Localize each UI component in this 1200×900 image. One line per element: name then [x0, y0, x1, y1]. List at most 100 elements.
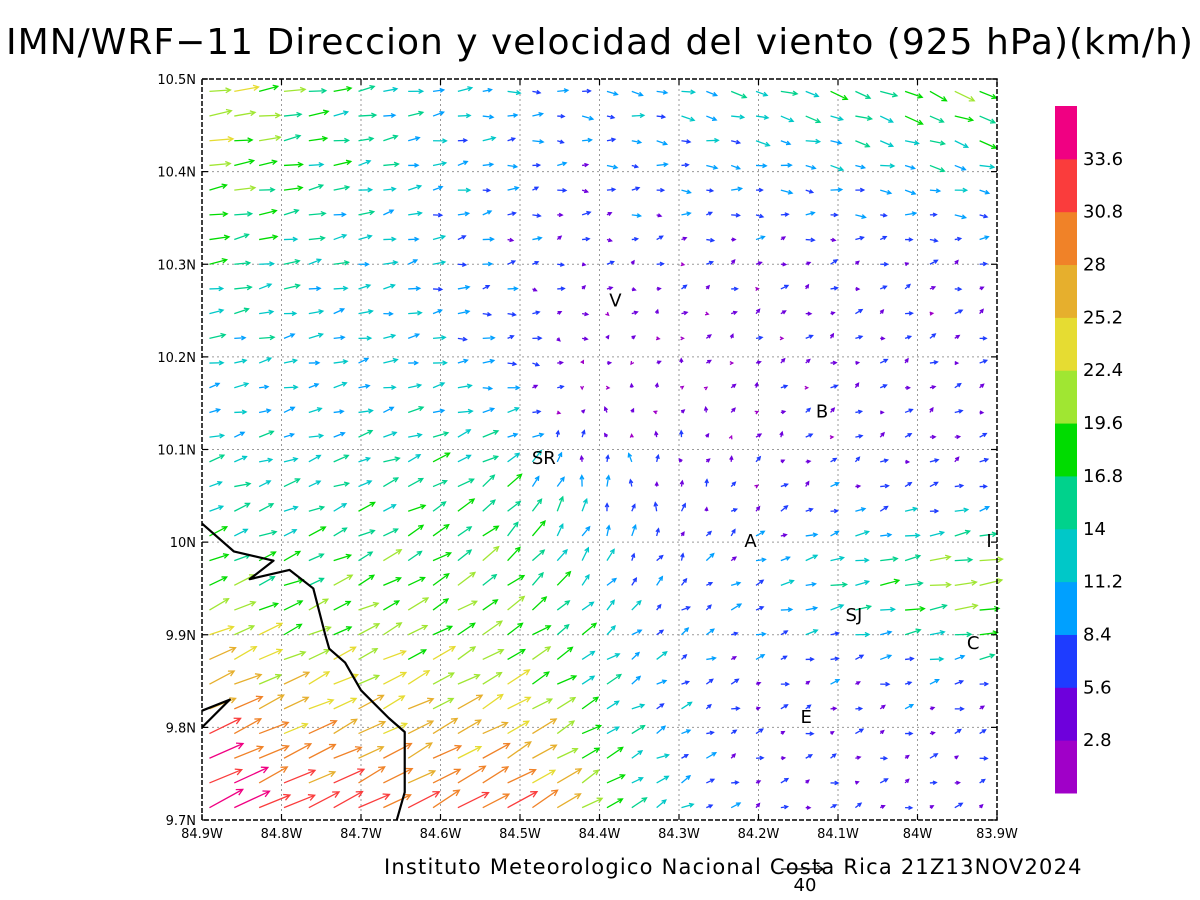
wind-arrow — [556, 768, 583, 784]
wind-arrow — [308, 698, 335, 710]
wind-arrow — [358, 529, 376, 537]
wind-arrow — [556, 410, 562, 415]
wind-arrow — [929, 259, 939, 265]
wind-arrow — [358, 309, 374, 315]
wind-arrow — [805, 581, 817, 587]
wind-arrow — [209, 308, 225, 315]
wind-arrow — [880, 90, 899, 98]
wind-arrow — [755, 681, 762, 686]
wind-arrow — [408, 383, 423, 389]
wind-arrow — [606, 700, 620, 710]
map-title: IMN/WRF−11 Direccion y velocidad del vie… — [6, 22, 1194, 63]
wind-arrow — [830, 457, 838, 463]
city-label: C — [967, 633, 980, 654]
wind-arrow — [679, 429, 684, 438]
wind-arrow — [905, 605, 926, 612]
wind-arrow — [358, 234, 373, 241]
wind-arrow — [605, 474, 611, 487]
wind-arrow — [209, 286, 225, 292]
wind-arrow — [209, 768, 244, 784]
wind-arrow — [582, 88, 592, 94]
wind-arrow — [830, 482, 840, 488]
wind-arrow — [556, 623, 570, 636]
wind-arrow — [755, 579, 765, 586]
wind-arrow — [432, 523, 450, 537]
wind-arrow — [258, 793, 292, 809]
wind-arrow — [259, 457, 274, 463]
wind-arrow — [780, 777, 790, 784]
wind-arrow — [482, 648, 505, 661]
y-tick-label: 9.9N — [166, 629, 196, 644]
wind-arrow — [929, 530, 946, 537]
wind-arrow — [482, 474, 496, 488]
wind-arrow — [830, 530, 840, 537]
wind-arrow — [258, 208, 278, 216]
wind-arrow — [780, 115, 795, 123]
wind-arrow — [904, 681, 913, 686]
wind-arrow — [755, 90, 769, 97]
wind-arrow — [209, 788, 244, 809]
wind-arrow — [880, 189, 893, 195]
wind-arrow — [408, 162, 420, 168]
wind-arrow — [706, 115, 718, 122]
wind-arrow — [581, 650, 596, 660]
wind-arrow — [234, 307, 250, 315]
wind-arrow — [755, 360, 762, 365]
wind-arrow — [383, 283, 396, 290]
wind-arrow — [433, 360, 448, 366]
x-tick-label: 84.1W — [817, 827, 859, 842]
wind-arrow — [606, 624, 616, 636]
colorbar-swatch — [1055, 264, 1077, 318]
wind-arrow — [358, 136, 375, 142]
wind-arrow — [457, 187, 472, 193]
wind-arrow — [432, 768, 462, 784]
wind-arrow — [258, 602, 280, 611]
wind-arrow — [855, 214, 867, 219]
wind-arrow — [731, 286, 739, 292]
wind-arrow — [905, 311, 914, 316]
wind-arrow — [407, 597, 430, 611]
wind-arrow — [606, 137, 617, 143]
wind-arrow — [656, 799, 667, 809]
wind-arrow — [780, 704, 789, 710]
wind-arrow — [629, 382, 634, 388]
wind-arrow — [333, 553, 353, 562]
wind-arrow — [507, 452, 521, 463]
wind-arrow — [879, 778, 889, 784]
wind-arrow — [358, 793, 391, 809]
wind-arrow — [830, 753, 837, 759]
wind-arrow — [532, 362, 541, 367]
wind-arrow — [581, 188, 590, 194]
wind-arrow — [705, 530, 713, 537]
peninsula-coastline — [201, 698, 231, 729]
wind-arrow — [333, 212, 347, 218]
wind-arrow — [631, 599, 642, 611]
wind-arrow — [333, 381, 348, 389]
wind-arrow — [606, 774, 626, 784]
wind-arrow — [358, 551, 374, 562]
wind-arrow — [706, 90, 719, 97]
wind-arrow — [556, 451, 563, 463]
wind-arrow — [805, 554, 819, 562]
wind-arrow — [482, 742, 511, 759]
wind-arrow — [532, 236, 543, 241]
wind-arrow — [482, 162, 495, 168]
wind-arrow — [830, 311, 836, 316]
wind-arrow — [755, 213, 765, 219]
wind-arrow — [680, 409, 686, 414]
wind-arrow — [627, 452, 633, 463]
wind-arrow — [681, 729, 692, 735]
wind-arrow — [557, 675, 578, 685]
wind-arrow — [283, 769, 317, 784]
wind-arrow — [258, 744, 290, 759]
wind-arrow — [308, 625, 332, 636]
wind-arrow — [308, 454, 322, 463]
wind-arrow — [830, 407, 836, 413]
wind-arrow — [979, 383, 985, 389]
wind-arrow — [581, 284, 587, 290]
wind-arrow — [730, 581, 742, 586]
wind-arrow — [308, 235, 326, 242]
wind-arrow — [507, 406, 520, 414]
wind-arrow — [705, 432, 710, 438]
wind-arrow — [507, 90, 522, 96]
